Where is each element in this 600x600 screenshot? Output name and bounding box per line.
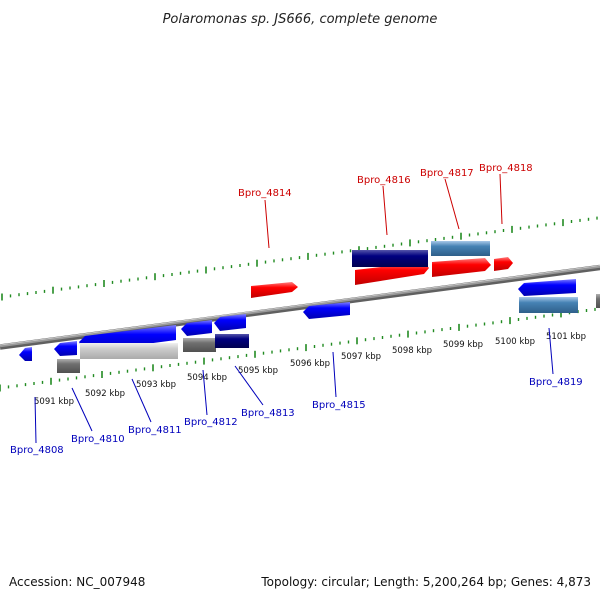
gene-arrow-blue[interactable] (54, 341, 77, 356)
gene-arrow-bpro-4812[interactable] (181, 320, 212, 336)
scale-labels: 5091 kbp 5092 kbp 5093 kbp 5094 kbp 5095… (34, 332, 586, 407)
gene-block-bpro-4816[interactable] (352, 250, 428, 267)
genome-backbone (0, 264, 600, 350)
scale-label: 5099 kbp (443, 340, 483, 350)
gene-block-gray[interactable] (57, 359, 80, 373)
gene-label[interactable]: Bpro_4815 (312, 400, 366, 411)
gene-label[interactable]: Bpro_4814 (238, 188, 292, 199)
scale-label: 5097 kbp (341, 352, 381, 362)
gene-block-gray[interactable] (183, 338, 216, 352)
scale-label: 5096 kbp (290, 359, 330, 369)
gene-label[interactable]: Bpro_4810 (71, 434, 125, 445)
tick-row-lower (0, 307, 596, 392)
gene-arrow-bpro-4819[interactable] (518, 279, 576, 296)
gene-arrow-bpro-4815[interactable] (303, 302, 350, 319)
gene-label[interactable]: Bpro_4813 (241, 408, 295, 419)
scale-label: 5101 kbp (546, 332, 586, 342)
gene-arrow-red[interactable] (355, 262, 429, 285)
gene-label[interactable]: Bpro_4819 (529, 377, 583, 388)
scale-label: 5095 kbp (238, 366, 278, 376)
gene-arrow-bpro-4813[interactable] (214, 314, 246, 331)
gene-labels: Bpro_4814 Bpro_4816 Bpro_4817 Bpro_4818 … (10, 163, 583, 456)
gene-block-steel[interactable] (519, 297, 578, 313)
scale-label: 5091 kbp (34, 397, 74, 407)
genome-title: Polaromonas sp. JS666, complete genome (163, 12, 438, 27)
gene-block-gray[interactable] (596, 294, 600, 308)
gene-arrow-bpro-4817[interactable] (432, 258, 491, 277)
gene-arrow-bpro-4808[interactable] (19, 347, 32, 361)
gene-label[interactable]: Bpro_4817 (420, 168, 474, 179)
scale-label: 5098 kbp (392, 346, 432, 356)
gene-block-steel[interactable] (431, 241, 490, 256)
accession-text: Accession: NC_007948 (9, 575, 145, 589)
genome-summary-text: Topology: circular; Length: 5,200,264 bp… (260, 575, 591, 589)
gene-block-navy[interactable] (215, 334, 249, 348)
gene-arrow-bpro-4818[interactable] (494, 257, 513, 271)
gene-block-light[interactable] (80, 343, 178, 359)
forward-strand-genes (251, 241, 513, 298)
scale-label: 5094 kbp (187, 373, 227, 383)
gene-arrow-bpro-4814[interactable] (251, 282, 298, 298)
tick-row-upper (1, 216, 598, 301)
scale-label: 5100 kbp (495, 337, 535, 347)
reverse-strand-genes (19, 279, 600, 373)
label-leaders (34, 173, 554, 444)
gene-label[interactable]: Bpro_4808 (10, 445, 64, 456)
scale-label: 5092 kbp (85, 389, 125, 399)
gene-label[interactable]: Bpro_4812 (184, 417, 238, 428)
scale-label: 5093 kbp (136, 380, 176, 390)
gene-label[interactable]: Bpro_4811 (128, 425, 182, 436)
gene-label[interactable]: Bpro_4816 (357, 175, 411, 186)
gene-label[interactable]: Bpro_4818 (479, 163, 533, 174)
